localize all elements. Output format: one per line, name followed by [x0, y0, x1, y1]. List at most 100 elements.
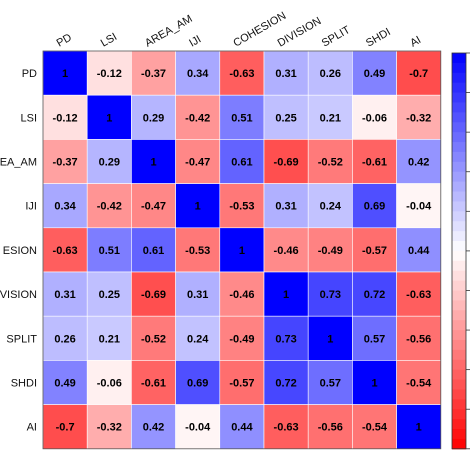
cell-value-label: -0.04	[406, 201, 432, 213]
cell-value-label: -0.12	[97, 68, 122, 80]
heatmap-cell	[352, 139, 397, 184]
heatmap-cell	[396, 315, 442, 361]
colorbar-segment	[452, 260, 466, 272]
heatmap-cell	[307, 50, 353, 96]
colorbar-segment	[452, 349, 466, 361]
colorbar-segment	[452, 92, 466, 103]
heatmap-cell	[219, 360, 265, 405]
cell-value-label: -0.54	[362, 422, 388, 434]
colorbar-segment	[452, 290, 466, 301]
cell-value-label: 0.25	[99, 289, 120, 301]
cell-value-label: 0.72	[275, 378, 296, 390]
cell-value-label: 0.21	[99, 333, 120, 345]
cell-value-label: 0.51	[99, 245, 120, 257]
cell-value-label: 0.24	[187, 333, 209, 345]
heatmap-cell	[219, 183, 265, 229]
heatmap-cell	[352, 271, 397, 317]
cell-value-label: 1	[371, 378, 377, 390]
cell-value-label: 0.26	[54, 333, 75, 345]
heatmap-cell	[352, 94, 397, 140]
heatmap-cell	[175, 271, 221, 317]
cell-value-label: 1	[195, 201, 201, 213]
colorbar-segment	[452, 250, 466, 262]
cell-value-label: -0.32	[97, 422, 122, 434]
cell-value-label: -0.47	[141, 201, 166, 213]
heatmap-cell	[219, 94, 265, 140]
cell-value-label: -0.52	[318, 157, 343, 169]
cell-value-label: -0.12	[53, 112, 78, 124]
colorbar-segment	[452, 389, 466, 400]
cell-value-label: -0.69	[274, 157, 299, 169]
cell-value-label: 1	[106, 112, 112, 124]
heatmap-cell	[131, 94, 176, 140]
heatmap-cell	[396, 139, 442, 184]
cell-value-label: -0.63	[406, 289, 431, 301]
heatmap-cell	[263, 50, 309, 96]
heatmap-cell	[42, 315, 88, 361]
column-label: SPLIT	[320, 24, 353, 50]
cell-value-label: 0.31	[54, 289, 75, 301]
cell-value-label: -0.49	[229, 333, 254, 345]
cell-value-label: -0.54	[406, 378, 432, 390]
cell-value-label: 0.34	[187, 68, 209, 80]
cell-value-label: -0.69	[141, 289, 166, 301]
heatmap-cell	[175, 404, 221, 450]
cell-value-label: 1	[416, 422, 422, 434]
colorbar-segment	[452, 399, 466, 410]
column-label: PD	[55, 32, 74, 50]
cell-value-label: 0.51	[231, 112, 252, 124]
heatmap-cell	[175, 227, 221, 273]
cell-value-label: -0.49	[318, 245, 343, 257]
heatmap-cell	[352, 183, 397, 229]
colorbar-segment	[452, 438, 466, 450]
heatmap-cell	[396, 227, 442, 273]
cell-value-label: 0.73	[275, 333, 296, 345]
cell-value-label: 0.29	[99, 157, 120, 169]
cell-values: 1 -0.12 -0.37 0.34 -0.63 0.31 0.26 0.49 -0.7 -0.1…	[53, 68, 433, 434]
cell-value-label: 0.69	[187, 378, 208, 390]
column-label: SHDI	[364, 26, 393, 50]
cell-value-label: -0.47	[185, 157, 210, 169]
colorbar-segment	[452, 151, 466, 163]
row-label: VISION	[0, 289, 37, 301]
cell-value-label: 1	[62, 68, 68, 80]
cell-value-label: 0.44	[408, 245, 430, 257]
heatmap-cell	[352, 315, 397, 361]
cell-value-label: 0.57	[320, 378, 341, 390]
cell-value-label: 0.31	[275, 68, 296, 80]
colorbar-segment	[452, 82, 466, 94]
cell-value-label: -0.42	[185, 112, 210, 124]
cell-value-label: -0.56	[318, 422, 343, 434]
heatmap-cell	[396, 271, 442, 317]
cell-value-label: -0.63	[53, 245, 78, 257]
column-label: AREA_AM	[143, 13, 195, 50]
heatmap-cells	[42, 50, 442, 450]
cell-value-label: 0.61	[231, 157, 252, 169]
heatmap-cell	[131, 404, 176, 450]
colorbar-segment	[452, 241, 466, 252]
heatmap-cell	[175, 315, 221, 361]
heatmap-cell	[307, 404, 353, 450]
column-label: LSI	[99, 31, 119, 50]
cell-value-label: -0.37	[53, 157, 78, 169]
colorbar-segment	[452, 53, 466, 64]
cell-value-label: -0.42	[97, 201, 122, 213]
colorbar-segment	[452, 181, 466, 193]
colorbar-segment	[452, 132, 466, 143]
cell-value-label: -0.53	[185, 245, 210, 257]
colorbar-segment	[452, 161, 466, 173]
heatmap-cell	[42, 94, 88, 140]
row-labels: PD LSI EA_AM IJI ESION VISION SPLIT SHDI AI	[0, 68, 37, 434]
colorbar-segment	[452, 280, 466, 291]
colorbar-segment	[452, 201, 466, 212]
row-label: AI	[27, 422, 37, 434]
cell-value-label: -0.7	[409, 68, 428, 80]
cell-value-label: -0.52	[141, 333, 166, 345]
cell-value-label: -0.56	[406, 333, 431, 345]
heatmap-cell	[396, 360, 442, 405]
heatmap-cell	[263, 227, 309, 273]
colorbar-segment	[452, 320, 466, 331]
cell-value-label: 0.26	[320, 68, 341, 80]
column-label: AI	[408, 34, 423, 50]
